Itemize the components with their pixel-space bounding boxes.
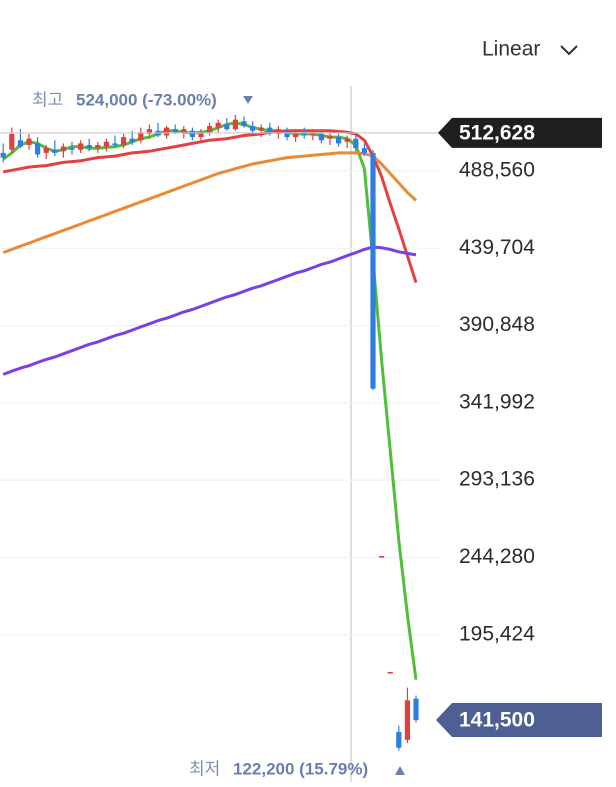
moving-average	[2, 151, 418, 255]
high-value: 524,000 (-73.00%)	[76, 90, 217, 109]
candle-body	[344, 138, 350, 142]
candle-body	[267, 127, 273, 134]
candle-body	[370, 152, 376, 389]
candle-body	[138, 132, 144, 141]
candle-body	[284, 130, 290, 138]
candle-body	[52, 149, 58, 153]
candle-body	[26, 138, 32, 145]
candle-body	[207, 126, 213, 133]
y-tick-label: 244,280	[459, 545, 535, 568]
high-arrow	[243, 96, 253, 104]
candle-body	[275, 129, 281, 134]
low-value: 122,200 (15.79%)	[233, 759, 368, 778]
candle-body	[353, 138, 359, 149]
candle-body	[293, 132, 299, 138]
candle-body	[78, 143, 84, 150]
high-label: 최고	[32, 90, 63, 109]
scale-button[interactable]: Linear	[482, 38, 540, 61]
candle-body	[327, 135, 333, 139]
candle-body	[172, 129, 178, 133]
candle-body	[112, 143, 118, 146]
candle-body	[301, 132, 307, 136]
candle-body	[387, 671, 393, 674]
candle-body	[336, 137, 342, 144]
candle-body	[189, 130, 195, 138]
candle-body	[69, 148, 75, 150]
low-label: 최저	[189, 759, 220, 778]
candle-body	[310, 132, 316, 136]
candle-body	[121, 137, 127, 145]
candle-body	[0, 152, 6, 158]
candle-body	[250, 126, 256, 131]
y-tick-label: 439,704	[459, 236, 535, 259]
candle-body	[164, 127, 170, 136]
candle-body	[224, 124, 230, 130]
candle-body	[396, 731, 402, 748]
candle-body	[241, 121, 247, 127]
candle-body	[379, 555, 385, 558]
candle-body	[318, 133, 324, 141]
crosshair-price: 512,628	[459, 121, 535, 144]
y-tick-label: 488,560	[459, 159, 535, 182]
low-arrow	[395, 766, 405, 775]
candle-body	[103, 141, 109, 147]
last-price: 141,500	[459, 709, 535, 732]
last-price-box	[436, 703, 602, 738]
candle-body	[86, 144, 92, 149]
candle-body	[258, 127, 264, 131]
candle-body	[198, 132, 204, 138]
candle-body	[413, 698, 419, 721]
candle-body	[35, 143, 41, 155]
chevron[interactable]	[560, 45, 578, 56]
moving-average	[2, 129, 418, 284]
y-tick-label: 341,992	[459, 390, 535, 413]
y-tick-label: 293,136	[459, 468, 535, 491]
candle-body	[9, 133, 15, 150]
moving-average	[2, 121, 418, 680]
candle-body	[43, 148, 49, 153]
candle-body	[181, 129, 187, 133]
candle-body	[232, 119, 238, 130]
candle-body	[361, 148, 367, 153]
candle-body	[146, 129, 152, 134]
candle-body	[215, 122, 221, 128]
candle-body	[95, 144, 101, 149]
moving-average	[2, 245, 417, 376]
crosshair-box	[438, 117, 602, 148]
candle-body	[17, 140, 23, 147]
candle-body	[129, 138, 135, 142]
y-tick-label: 390,848	[459, 313, 535, 336]
candle-body	[60, 146, 66, 152]
y-tick-label: 195,424	[459, 622, 535, 645]
candle-body	[404, 700, 410, 740]
